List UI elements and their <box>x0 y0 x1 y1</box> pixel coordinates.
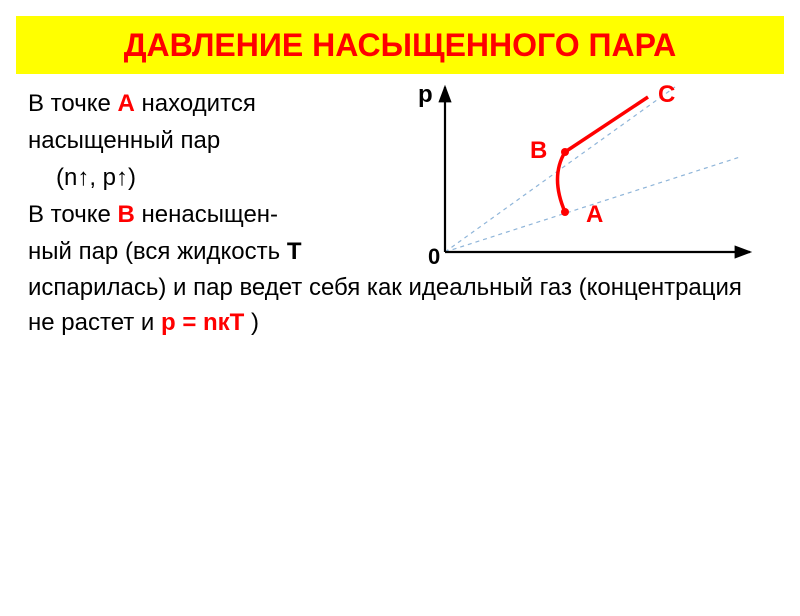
equation-pn: p = n <box>161 309 218 336</box>
line-1: В точке А находится <box>28 87 418 122</box>
line-4: В точке В ненасыщен- <box>28 198 418 233</box>
point-label-b: В <box>530 137 547 164</box>
text-fragment: В точке <box>28 90 118 117</box>
label-b-inline: В <box>118 201 135 228</box>
text-fragment: ный пар (вся жидкость <box>28 238 287 265</box>
point-b <box>561 148 569 156</box>
text-fragment: ) <box>244 309 259 336</box>
axis-label-origin: 0 <box>428 244 440 269</box>
point-a <box>561 208 569 216</box>
equation-kt: кT <box>218 309 245 336</box>
content-area: В точке А находится насыщенный пар (n↑, … <box>0 82 800 232</box>
curve-ab <box>558 152 566 212</box>
point-label-a: А <box>586 201 603 228</box>
text-column: В точке А находится насыщенный пар (n↑, … <box>28 87 418 232</box>
point-label-c: С <box>658 82 675 108</box>
line-2: насыщенный пар <box>28 124 418 159</box>
text-fragment: В точке <box>28 201 118 228</box>
slide-title-box: ДАВЛЕНИЕ НАСЫЩЕННОГО ПАРА <box>16 16 784 74</box>
label-a-inline: А <box>118 90 135 117</box>
text-fragment: ненасыщен- <box>135 201 278 228</box>
chart: p 0 А В С <box>400 82 770 282</box>
line-bc <box>565 97 648 152</box>
line-3: (n↑, p↑) <box>28 161 418 196</box>
axis-label-p: p <box>418 82 433 108</box>
text-fragment: находится <box>135 90 256 117</box>
slide-title: ДАВЛЕНИЕ НАСЫЩЕННОГО ПАРА <box>36 26 764 64</box>
axis-label-t-inline: T <box>287 238 302 265</box>
text-fragment: испарилась) и пар ведет себя как идеальн… <box>28 274 742 336</box>
